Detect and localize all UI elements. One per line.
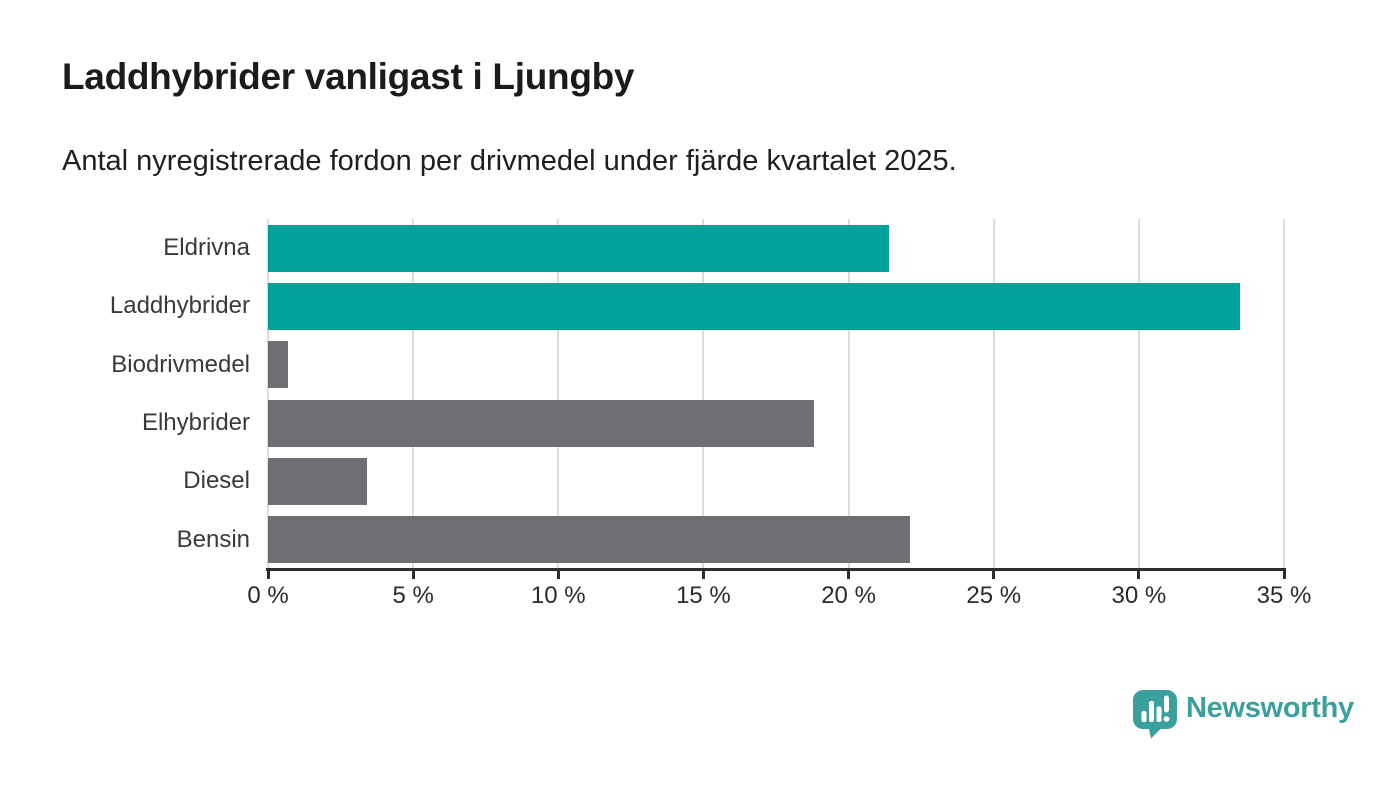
x-tick-label-0: 0 % [247, 582, 289, 609]
bar-eldrivna [268, 224, 890, 272]
x-tick-10 [556, 568, 560, 579]
bar-laddhybrider [268, 283, 1241, 330]
logo-speech-bubble [1133, 690, 1177, 739]
gridline-30 [1137, 219, 1140, 569]
bar-bensin [268, 516, 910, 564]
x-tick-label-20: 20 % [821, 582, 876, 609]
category-label-diesel: Diesel [183, 467, 250, 495]
x-tick-label-10: 10 % [530, 582, 586, 609]
bar-elhybrider [268, 399, 814, 447]
x-tick-30 [1137, 568, 1141, 579]
bar-diesel [268, 458, 367, 505]
gridline-20 [847, 219, 850, 569]
gridline-15 [702, 219, 705, 569]
gridline-25 [992, 219, 995, 569]
category-labels: Eldrivna Laddhybrider Biodrivmedel Elhybrid… [0, 219, 250, 569]
chart-subtitle: Antal nyregistrerade fordon per drivmede… [62, 145, 957, 177]
x-tick-label-30: 30 % [1111, 582, 1167, 609]
x-tick-0 [266, 568, 270, 579]
plot-area [267, 219, 1285, 569]
x-tick-25 [992, 568, 996, 579]
gridline-10 [557, 219, 560, 569]
x-tick-label-25: 25 % [966, 582, 1022, 609]
logo-exclamation-dot [1163, 716, 1170, 722]
brand-name: Newsworthy [1186, 692, 1354, 724]
category-label-bensin: Bensin [176, 525, 250, 553]
x-tick-35 [1282, 568, 1286, 579]
x-tick-label-35: 35 % [1256, 582, 1312, 609]
newsworthy-logo-icon [1133, 690, 1177, 739]
logo-bar-3 [1156, 706, 1162, 722]
category-label-biodrivmedel: Biodrivmedel [111, 350, 250, 378]
logo-exclamation-bar [1164, 695, 1169, 713]
category-label-eldrivna: Eldrivna [163, 234, 250, 261]
x-tick-20 [847, 568, 851, 579]
logo-bar-2 [1149, 701, 1154, 722]
category-label-laddhybrider: Laddhybrider [109, 292, 250, 320]
logo-bar-1 [1141, 711, 1147, 722]
gridline-35 [1283, 219, 1285, 569]
chart-title: Laddhybrider vanligast i Ljungby [62, 56, 635, 97]
x-tick-15 [701, 568, 705, 579]
x-tick-label-5: 5 % [392, 582, 434, 609]
gridline-5 [412, 219, 415, 569]
x-tick-label-15: 15 % [676, 582, 731, 609]
x-tick-5 [411, 568, 415, 579]
bar-biodrivmedel [268, 341, 289, 389]
gridline-0 [267, 219, 269, 569]
x-axis-line [266, 568, 1285, 571]
category-label-elhybrider: Elhybrider [141, 409, 250, 436]
